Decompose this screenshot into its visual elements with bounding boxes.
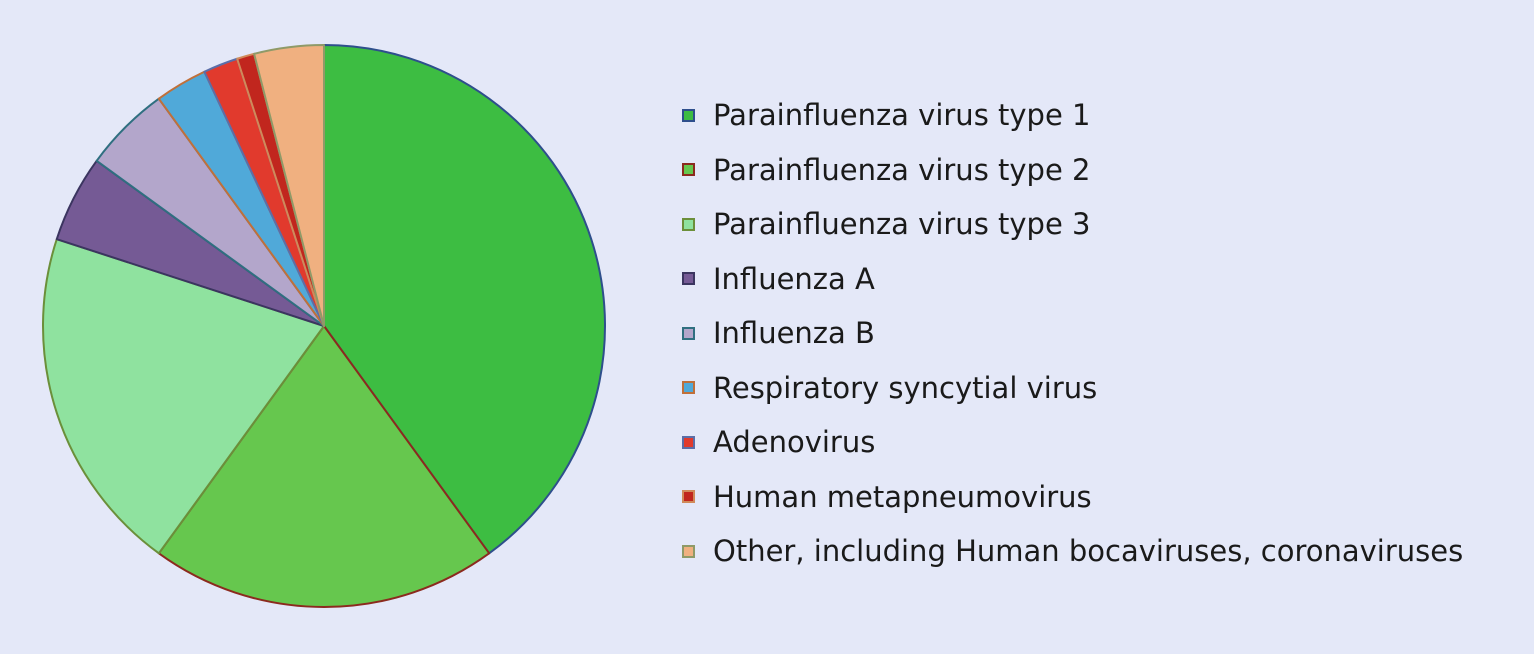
legend-item-3: Parainfluenza virus type 3	[682, 197, 1463, 252]
legend-label: Human metapneumovirus	[713, 479, 1092, 514]
legend-swatch	[682, 163, 695, 177]
legend-label: Parainfluenza virus type 3	[713, 207, 1091, 242]
legend-item-1: Parainfluenza virus type 1	[682, 88, 1463, 143]
pie-slice-2	[157, 325, 491, 608]
legend-item-4: Influenza A	[682, 252, 1463, 307]
legend-label: Respiratory syncytial virus	[713, 370, 1098, 405]
legend-item-6: Respiratory syncytial virus	[682, 361, 1463, 416]
legend-label: Influenza B	[713, 316, 875, 351]
pie-slice-3	[42, 238, 325, 555]
pie-slice-9	[253, 44, 325, 327]
legend-swatch	[682, 544, 695, 558]
legend-item-7: Adenovirus	[682, 415, 1463, 470]
legend-label: Adenovirus	[713, 425, 876, 460]
legend-swatch	[682, 435, 695, 449]
legend-swatch	[682, 326, 695, 340]
legend-label: Parainfluenza virus type 2	[713, 152, 1091, 187]
legend-swatch	[682, 490, 695, 504]
pie-slice-1	[323, 44, 606, 555]
legend-swatch	[682, 217, 695, 231]
legend-item-5: Influenza B	[682, 306, 1463, 361]
legend-swatch	[682, 108, 695, 122]
legend: Parainfluenza virus type 1 Parainfluenza …	[682, 88, 1463, 579]
legend-label: Influenza A	[713, 261, 875, 296]
legend-item-8: Human metapneumovirus	[682, 470, 1463, 525]
legend-swatch	[682, 381, 695, 395]
legend-swatch	[682, 272, 695, 286]
pie-chart	[42, 44, 606, 608]
legend-item-2: Parainfluenza virus type 2	[682, 143, 1463, 198]
legend-label: Parainfluenza virus type 1	[713, 98, 1091, 133]
legend-label: Other, including Human bocaviruses, coro…	[713, 534, 1464, 569]
legend-item-9: Other, including Human bocaviruses, coro…	[682, 524, 1463, 579]
